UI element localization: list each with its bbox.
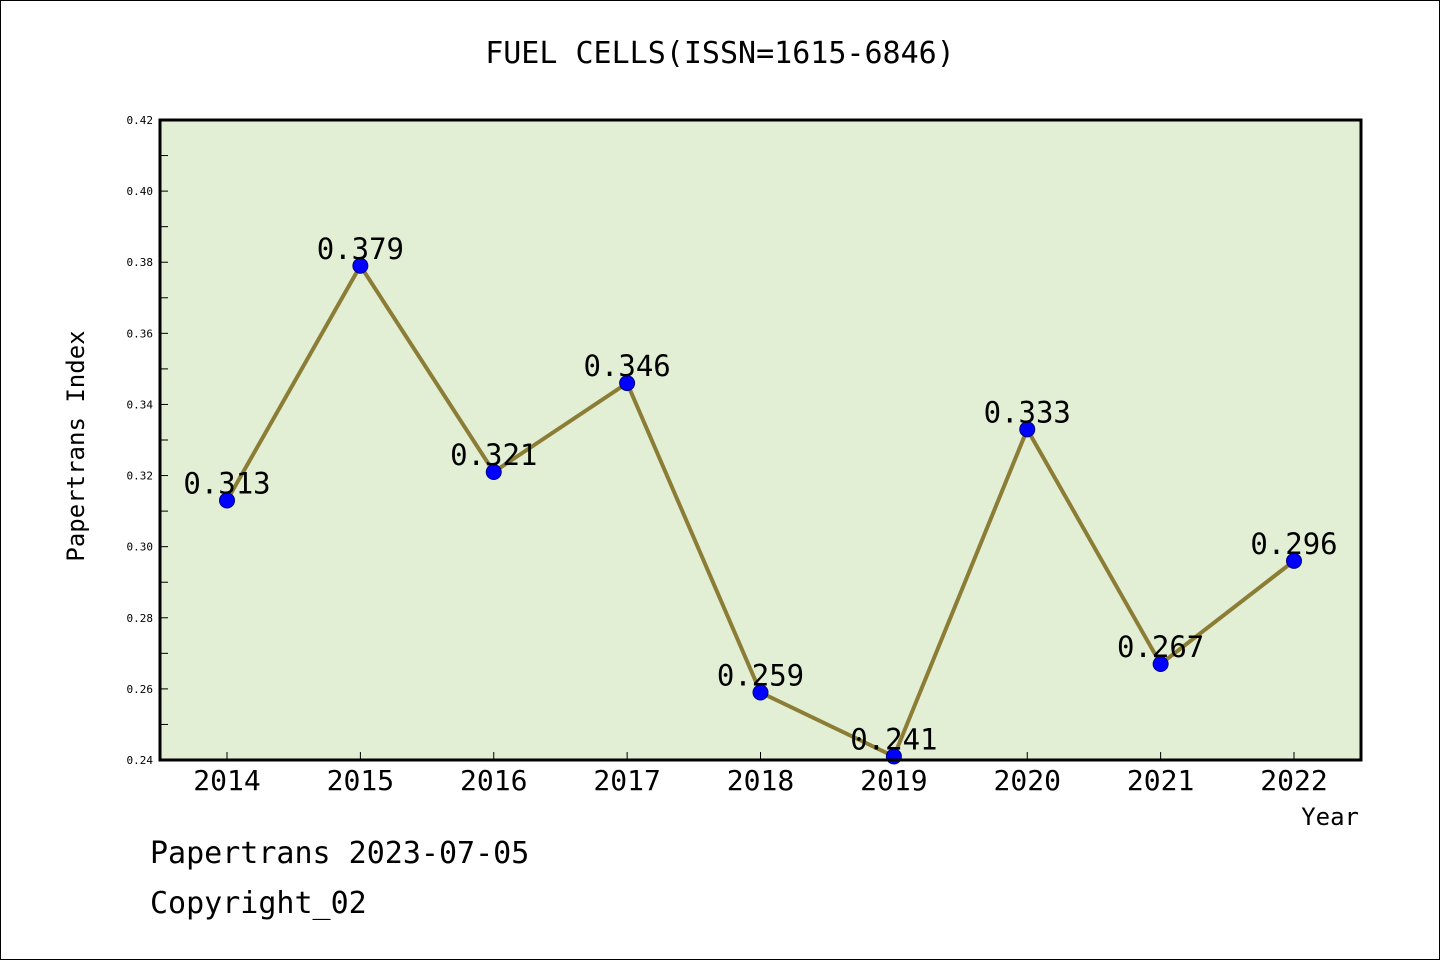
y-tick-label: 0.30 [127,541,154,554]
data-label: 0.296 [1250,527,1337,561]
y-tick-label: 0.42 [127,114,154,127]
data-label: 0.379 [317,232,404,266]
x-tick-label: 2014 [193,764,260,797]
y-tick-label: 0.24 [127,754,154,767]
data-points [219,257,1302,765]
x-tick-label: 2019 [860,764,927,797]
x-tick-label: 2018 [727,764,794,797]
y-tick-label: 0.34 [127,398,154,411]
plot-area [160,120,1361,760]
plot-border [158,118,1363,762]
y-tick-label: 0.36 [127,327,154,340]
x-tick-label: 2017 [593,764,660,797]
x-axis: 2014 2015 2016 2017 2018 2019 2020 2021 2022 [193,752,1328,797]
data-label: 0.259 [717,658,804,692]
data-label: 0.241 [850,722,937,756]
chart-title: FUEL CELLS(ISSN=1615-6846) [485,36,955,71]
data-point [485,464,502,480]
data-labels: 0.313 0.379 0.321 0.346 0.259 0.241 0.333 0.267… [183,232,1337,757]
data-point [752,684,769,701]
data-point [1019,421,1036,438]
x-tick-label: 2015 [327,764,394,797]
x-tick-label: 2020 [994,764,1061,797]
y-axis-label: Papertrans Index [62,330,90,561]
footer-date: Papertrans 2023-07-05 [150,836,530,871]
x-tick-label: 2021 [1127,764,1194,797]
data-label: 0.346 [583,349,670,383]
x-tick-label: 2016 [460,764,527,797]
x-tick-label: 2022 [1260,764,1327,797]
y-tick-label: 0.28 [127,612,154,625]
data-label: 0.267 [1117,630,1204,664]
y-tick-label: 0.26 [127,683,154,696]
y-tick-label: 0.38 [127,256,154,269]
y-tick-label: 0.40 [127,185,154,198]
data-point [619,375,636,392]
data-point [1152,656,1169,672]
x-axis-label: Year [1301,803,1359,831]
data-point [352,257,369,274]
data-label: 0.313 [183,466,270,500]
footer-copyright: Copyright_02 [150,886,367,921]
data-label: 0.333 [984,395,1071,429]
y-tick-label: 0.32 [127,470,154,483]
data-point [1286,552,1302,569]
data-label: 0.321 [450,438,537,472]
data-point [219,492,235,509]
y-axis: 0.24 0.26 0.28 0.30 0.32 0.34 0.36 0.38 0.40 0.42 [127,114,168,767]
